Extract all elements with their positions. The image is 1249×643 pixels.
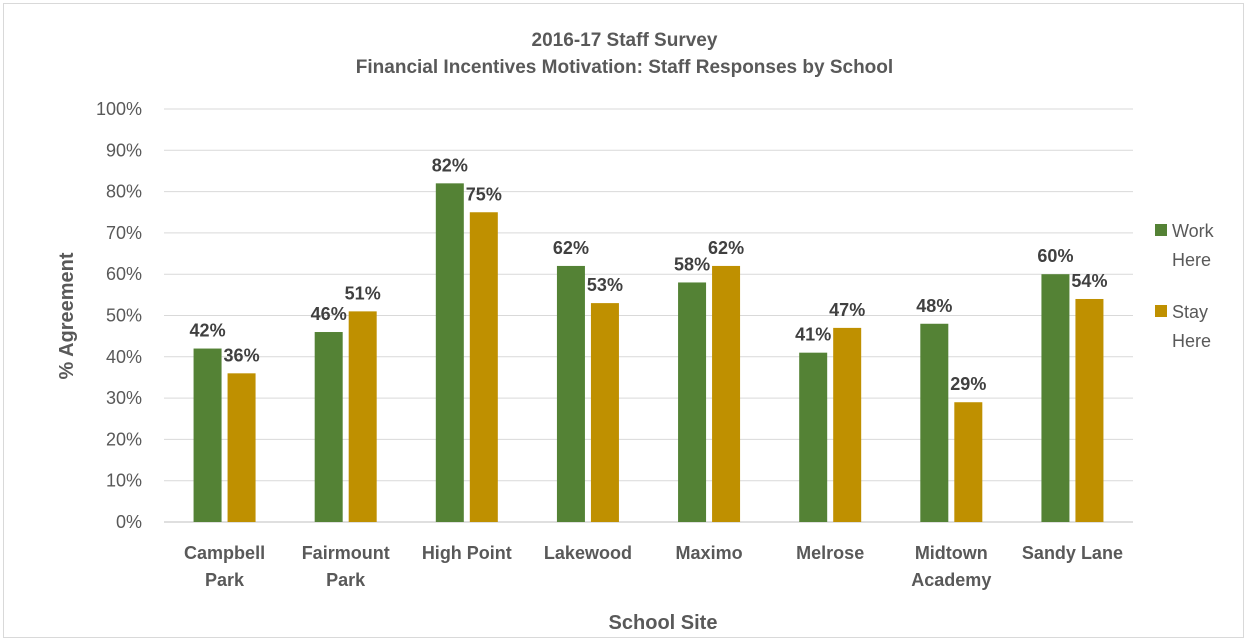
y-tick-label: 70% <box>106 223 142 243</box>
bar <box>678 282 707 522</box>
bar <box>469 212 498 522</box>
x-tick-label: Maximo <box>676 543 743 563</box>
legend-label: Here <box>1172 331 1211 351</box>
data-label: 36% <box>224 345 260 365</box>
y-tick-label: 60% <box>106 264 142 284</box>
bars <box>193 183 1104 522</box>
data-label: 29% <box>950 374 986 394</box>
bar <box>954 402 983 522</box>
data-label: 54% <box>1071 271 1107 291</box>
y-axis-ticks: 0% 10% 20% 30% 40% 50% 60% 70% 80% 90% 100% <box>96 99 142 532</box>
x-tick-label: Fairmount <box>302 543 390 563</box>
data-label: 47% <box>829 300 865 320</box>
data-label: 48% <box>916 296 952 316</box>
bar <box>556 265 585 522</box>
x-tick-label: Academy <box>911 570 991 590</box>
legend-label: Here <box>1172 250 1211 270</box>
y-tick-label: 20% <box>106 429 142 449</box>
gridlines <box>164 108 1133 523</box>
x-tick-label: Sandy Lane <box>1022 543 1123 563</box>
data-labels: 42%36%46%51%82%75%62%53%58%62%41%47% 48%2… <box>190 155 1108 394</box>
bar <box>920 323 949 522</box>
data-label: 60% <box>1037 246 1073 266</box>
data-label: 41% <box>795 325 831 345</box>
data-label: 62% <box>553 238 589 258</box>
y-tick-label: 80% <box>106 182 142 202</box>
x-tick-label: Park <box>205 570 245 590</box>
legend-label: Stay <box>1172 302 1208 322</box>
y-tick-label: 90% <box>106 140 142 160</box>
data-label: 42% <box>190 321 226 341</box>
bar <box>833 327 862 522</box>
y-tick-label: 100% <box>96 99 142 119</box>
data-label: 62% <box>708 238 744 258</box>
bar <box>435 183 464 522</box>
bar <box>590 303 619 522</box>
x-tick-label: Park <box>326 570 366 590</box>
x-axis-title: School Site <box>609 612 718 634</box>
legend-label: Work <box>1172 221 1215 241</box>
data-label: 53% <box>587 275 623 295</box>
y-tick-label: 10% <box>106 471 142 491</box>
bar <box>799 352 828 522</box>
bar <box>227 373 256 522</box>
legend-swatch <box>1155 305 1167 317</box>
bar <box>193 348 222 522</box>
data-label: 58% <box>674 254 710 274</box>
bar <box>712 265 741 522</box>
bar <box>314 332 343 522</box>
bar <box>348 311 377 522</box>
x-tick-label: Melrose <box>796 543 864 563</box>
legend-swatch <box>1155 224 1167 236</box>
y-tick-label: 40% <box>106 347 142 367</box>
data-label: 46% <box>311 304 347 324</box>
x-axis-categories: Campbell Park Fairmount Park High Point Lakew… <box>184 543 1123 590</box>
x-tick-label: Midtown <box>915 543 988 563</box>
x-tick-label: Lakewood <box>544 543 632 563</box>
data-label: 51% <box>345 283 381 303</box>
bar <box>1075 298 1104 522</box>
legend: Work Here Stay Here <box>1155 221 1215 351</box>
y-tick-label: 0% <box>116 512 142 532</box>
x-tick-label: Campbell <box>184 543 265 563</box>
x-tick-label: High Point <box>422 543 512 563</box>
y-axis-title: % Agreement <box>56 252 78 379</box>
y-tick-label: 30% <box>106 388 142 408</box>
chart-subtitle: Financial Incentives Motivation: Staff R… <box>355 57 894 78</box>
bar <box>1041 274 1070 522</box>
data-label: 82% <box>432 155 468 175</box>
y-tick-label: 50% <box>106 306 142 326</box>
chart-title: 2016-17 Staff Survey <box>531 30 718 51</box>
data-label: 75% <box>466 184 502 204</box>
